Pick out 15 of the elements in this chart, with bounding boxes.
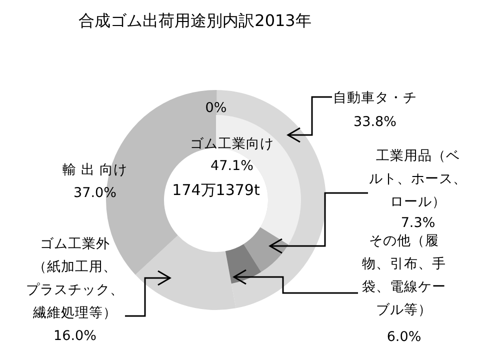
data-label: 16.0%	[54, 328, 97, 344]
slice-label: 工業用品（ベルト、ホース、ロール）	[369, 148, 467, 210]
text: 0%	[205, 100, 227, 116]
data-label: 6.0%	[386, 329, 422, 345]
slice-label: 輸 出 向け	[62, 162, 128, 178]
chart-title: 合成ゴム出荷用途別内訳2013年	[78, 11, 312, 30]
text: 174万1379t	[172, 181, 260, 199]
data-label: 47.1%	[210, 158, 254, 174]
slice-label: ゴム工業外（紙加工用、プラスチック、繊維処理等）	[26, 236, 124, 321]
data-label: 33.8%	[354, 114, 397, 130]
data-label: 37.0%	[74, 185, 117, 201]
slice-label: ゴム工業向け	[190, 136, 274, 152]
slice-label: 自動車タ・チ	[333, 90, 417, 106]
slice-label: その他（履物、引布、手袋、電線ケーブル等）	[362, 233, 446, 318]
data-label: 7.3%	[400, 215, 436, 231]
